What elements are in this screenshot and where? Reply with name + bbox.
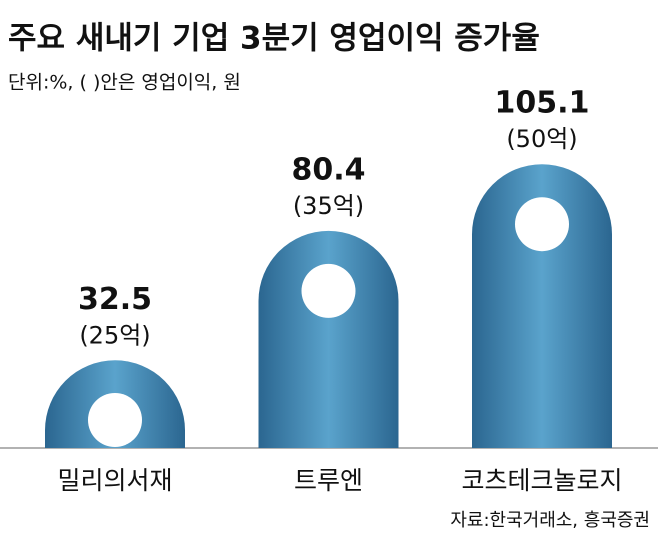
value-label: 32.5 (78, 282, 152, 317)
value-label: 80.4 (291, 152, 365, 187)
bar (472, 164, 612, 449)
annotation: (50억) (506, 125, 577, 153)
x-tick-label: 트루엔 (294, 466, 363, 495)
value-label: 105.1 (495, 86, 590, 121)
bar-dot (301, 263, 356, 318)
chart-subtitle: 단위:%, ( )안은 영업이익, 원 (8, 72, 241, 94)
x-tick-label: 코츠테크놀로지 (461, 466, 622, 495)
annotation: (35억) (293, 192, 364, 220)
bar-dot (88, 393, 142, 447)
source: 자료:한국거래소, 흥국증권 (450, 510, 650, 531)
annotation: (25억) (79, 321, 150, 349)
bar-dot (515, 197, 569, 252)
x-tick-label: 밀리의서재 (57, 466, 172, 495)
chart-title: 주요 새내기 기업 3분기 영업이익 증가율 (8, 21, 540, 57)
bar (258, 230, 399, 448)
